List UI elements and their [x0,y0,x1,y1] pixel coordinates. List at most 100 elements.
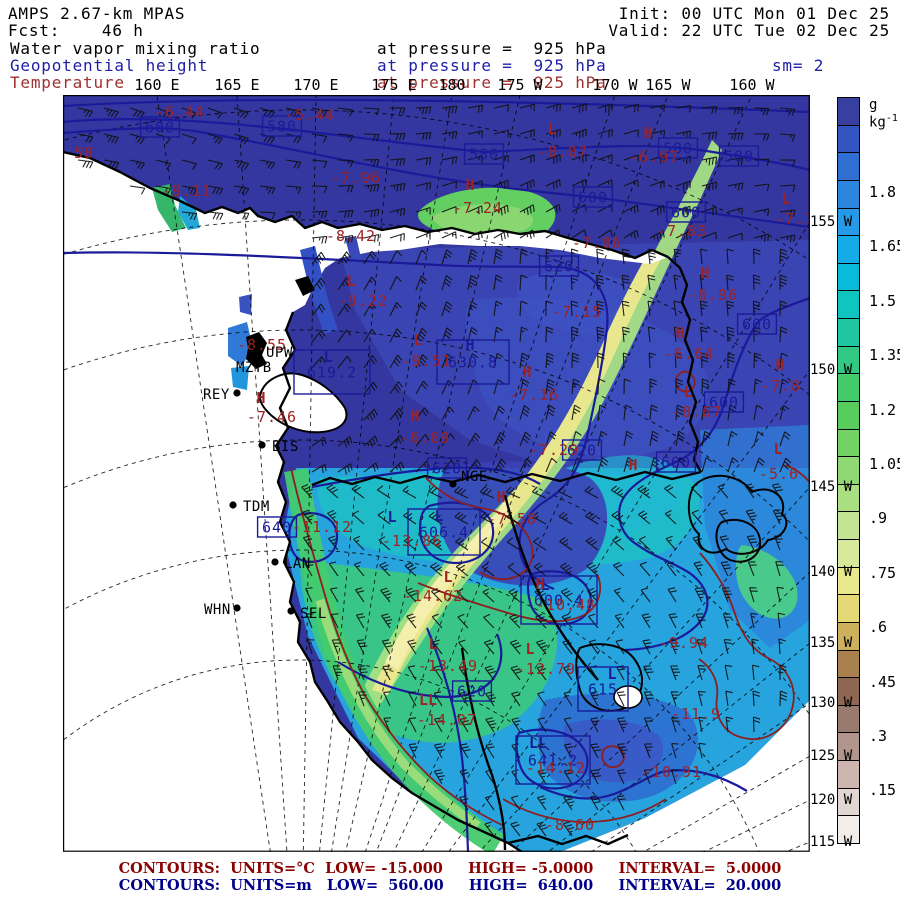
svg-text:580: 580 [469,146,499,164]
field-1-name: Water vapor mixing ratio [10,39,261,58]
svg-text:MZTB: MZTB [236,360,272,376]
field-2-name: Geopotential height [10,56,209,75]
longitude-label: 155 W [810,214,853,230]
colorbar-tick-label: .45 [869,673,897,691]
svg-text:BIS: BIS [272,439,299,455]
svg-text:-7.06: -7.06 [572,234,622,252]
svg-text:L: L [428,635,437,653]
svg-text:-7.29: -7.29 [529,441,579,459]
colorbar-cell [837,456,860,484]
svg-text:-14.62: -14.62 [403,587,463,605]
svg-text:620: 620 [544,258,574,276]
map-canvas: 600 580 580 580 580 600 600 620 600 600 600 620 620 6… [63,95,810,852]
colorbar-cell [837,179,860,208]
longitude-label: 135 W [810,635,853,651]
colorbar-tick-label: .6 [869,618,888,636]
colorbar-cell [837,621,860,650]
svg-text:-6.96: -6.96 [688,286,738,304]
svg-text:-8.42: -8.42 [326,227,376,245]
colorbar-cell [837,290,860,318]
svg-text:580: 580 [267,118,297,136]
svg-text:-6.44: -6.44 [155,103,205,121]
svg-text:-11.9: -11.9 [671,705,721,723]
longitude-label: 120 W [810,792,853,808]
svg-text:-7.96: -7.96 [331,169,381,187]
svg-text:-13.86: -13.86 [382,532,442,550]
svg-text:-7.16: -7.16 [509,386,559,404]
colorbar-cell [837,318,860,346]
svg-text:600: 600 [661,454,691,472]
svg-text:UPW: UPW [266,345,293,361]
colorbar-cell [837,649,860,678]
svg-text:-7.83: -7.83 [657,222,707,240]
svg-text:-8.60: -8.60 [545,816,595,834]
colorbar-cell [837,483,860,512]
temperature-labels: -6.44 -5.44 58 -9.11 -7.96 -8.42 -8.07 -6.97 -7.… [74,103,810,834]
smoothing-label: sm= 2 [772,56,825,75]
svg-text:619.2: 619.2 [307,364,357,382]
colorbar-cell [837,566,860,595]
svg-text:-8.55: -8.55 [237,336,287,354]
svg-text:-9.51: -9.51 [402,352,452,370]
svg-text:L: L [683,383,692,401]
colorbar-cell [837,677,860,705]
svg-text:H: H [410,407,419,425]
field-3-name: Temperature [10,73,125,92]
svg-text:L: L [607,665,616,683]
svg-text:600: 600 [742,316,772,334]
svg-text:-5.44: -5.44 [285,106,335,124]
svg-text:-9.22: -9.22 [338,292,388,310]
svg-text:L: L [547,120,556,138]
colorbar-cell [837,732,860,760]
colorbar-cell [837,511,860,539]
svg-text:600: 600 [709,394,739,412]
colorbar-cell [837,207,860,236]
svg-text:REY: REY [203,387,230,403]
svg-text:H: H [675,324,684,342]
svg-text:-7.15: -7.15 [552,303,602,321]
svg-text:615: 615 [588,681,618,699]
colorbar-cell [837,815,860,844]
longitude-label: 130 W [810,695,853,711]
colorbar-cell [837,400,860,429]
svg-text:-5.6: -5.6 [759,465,799,483]
svg-text:-8.07: -8.07 [538,143,588,161]
svg-text:-8.67: -8.67 [672,403,722,421]
colorbar-tick-label: 1.05 [869,455,900,473]
colorbar-tick-label: 1.65 [869,237,900,255]
svg-text:L: L [323,348,332,366]
longitude-label: 170 E [293,76,339,94]
colorbar [837,97,860,844]
colorbar-cell [837,124,860,153]
svg-text:H: H [535,575,544,593]
longitude-label: 170 W [592,76,638,94]
contour-legend-temperature: CONTOURS: UNITS=°C LOW= -15.000 HIGH= -5… [118,860,782,877]
field-2-level: at pressure = 925 hPa [377,56,607,75]
svg-text:LAN: LAN [284,556,311,572]
longitude-label: 165 E [214,76,260,94]
colorbar-unit: g kg-1 [869,97,898,131]
svg-text:TDM: TDM [243,499,270,515]
contour-legend-height: CONTOURS: UNITS=m LOW= 560.00 HIGH= 640.… [118,877,782,894]
svg-text:H: H [775,356,784,374]
height-contour-labels: 600 580 580 580 580 600 600 620 600 600 600 620 620 6… [139,115,778,785]
longitude-label: 150 W [810,362,853,378]
svg-text:600: 600 [145,119,175,137]
svg-text:H: H [465,336,474,354]
svg-text:580: 580 [663,140,693,158]
svg-text:H: H [643,124,652,142]
forecast-hour: Fcst: 46 h [8,21,144,40]
colorbar-tick-label: .3 [869,727,888,745]
longitude-label: 180 [438,76,466,94]
svg-text:-14.07: -14.07 [417,711,477,729]
init-time: Init: 00 UTC Mon 01 Dec 25 [618,4,890,23]
colorbar-cell [837,760,860,788]
colorbar-cell [837,373,860,401]
svg-text:H: H [628,456,637,474]
svg-text:-7.24: -7.24 [453,199,503,217]
field-1-level: at pressure = 925 hPa [377,39,607,58]
colorbar-cell [837,235,860,263]
svg-text:LL: LL [529,734,547,752]
svg-text:606.4: 606.4 [419,524,469,542]
